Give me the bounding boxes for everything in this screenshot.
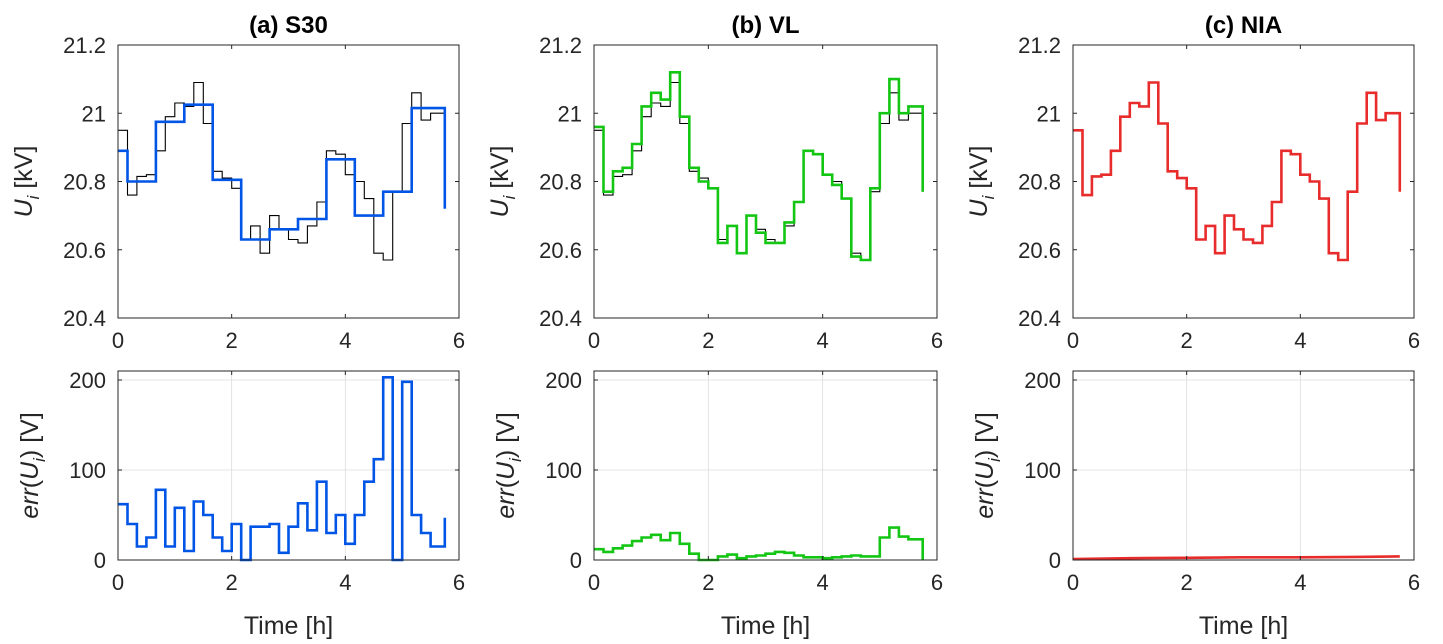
y-tick-label: 0 bbox=[94, 548, 106, 573]
y-tick-label: 200 bbox=[1024, 368, 1061, 393]
y-tick-label: 20.4 bbox=[63, 306, 106, 331]
panel-title: (c) NIA bbox=[1205, 12, 1282, 39]
x-tick-label: 6 bbox=[1408, 570, 1420, 595]
x-tick-label: 2 bbox=[1181, 328, 1193, 353]
y-tick-label: 21.2 bbox=[63, 33, 106, 58]
y-tick-label: 21.2 bbox=[539, 33, 582, 58]
x-tick-label: 6 bbox=[1408, 328, 1420, 353]
y-tick-label: 100 bbox=[545, 458, 582, 483]
series-line bbox=[594, 526, 924, 562]
y-tick-label: 20.8 bbox=[1018, 170, 1061, 195]
x-tick-label: 2 bbox=[1181, 570, 1193, 595]
x-tick-label: 0 bbox=[1067, 328, 1079, 353]
x-tick-label: 4 bbox=[817, 570, 829, 595]
x-axis-label: Time [h] bbox=[1199, 612, 1288, 640]
axes-frame bbox=[1072, 44, 1415, 319]
chart-panel-bottom-middle: 0 2 4 6 0 100 200 Time [h] err(Ui) [V] bbox=[492, 368, 943, 640]
y-tick-label: 20.6 bbox=[1018, 238, 1061, 263]
series-line bbox=[1072, 555, 1400, 561]
chart-panel-top-left: 0 2 4 6 20.4 20.6 20.8 21 21.2 (a) S30 Ui [kV] bbox=[10, 12, 465, 353]
panel-title: (b) VL bbox=[732, 12, 800, 39]
x-tick-label: 2 bbox=[702, 328, 714, 353]
x-tick-label: 4 bbox=[339, 328, 351, 353]
chart-panel-top-right: 0 2 4 6 20.4 20.6 20.8 21 21.2 (c) NIA Ui [kV] bbox=[965, 12, 1420, 353]
y-tick-label: 21 bbox=[1037, 101, 1061, 126]
x-tick-label: 6 bbox=[453, 570, 465, 595]
series-line bbox=[1073, 81, 1402, 262]
x-tick-label: 0 bbox=[112, 570, 124, 595]
x-tick-label: 0 bbox=[112, 328, 124, 353]
y-tick-label: 0 bbox=[1049, 548, 1061, 573]
y-axis-label: Ui [kV] bbox=[10, 146, 43, 218]
chart-panel-top-middle: 0 2 4 6 20.4 20.6 20.8 21 21.2 (b) VL Ui [kV] bbox=[486, 12, 943, 353]
x-tick-label: 0 bbox=[588, 570, 600, 595]
y-tick-label: 20.6 bbox=[539, 238, 582, 263]
x-axis-label: Time [h] bbox=[721, 612, 810, 640]
x-axis-label: Time [h] bbox=[244, 612, 333, 640]
axes-frame bbox=[593, 44, 938, 319]
y-tick-label: 100 bbox=[69, 458, 106, 483]
series-line bbox=[594, 71, 924, 262]
y-tick-label: 20.4 bbox=[539, 306, 582, 331]
axes-frame bbox=[117, 370, 460, 561]
axes-frame bbox=[1072, 370, 1415, 561]
y-tick-label: 20.8 bbox=[63, 170, 106, 195]
y-tick-label: 0 bbox=[570, 548, 582, 573]
y-tick-label: 21.2 bbox=[1018, 33, 1061, 58]
chart-panel-bottom-right: 0 2 4 6 0 100 200 Time [h] err(Ui) [V] bbox=[971, 368, 1420, 640]
y-tick-label: 20.8 bbox=[539, 170, 582, 195]
x-tick-label: 2 bbox=[226, 328, 238, 353]
x-tick-label: 6 bbox=[931, 328, 943, 353]
axes-frame bbox=[593, 370, 938, 561]
axes-frame bbox=[117, 44, 460, 319]
series-line bbox=[118, 103, 447, 241]
y-tick-label: 21 bbox=[558, 101, 582, 126]
y-axis-label: err(Ui) [V] bbox=[492, 412, 525, 519]
y-axis-label: err(Ui) [V] bbox=[971, 412, 1004, 519]
y-tick-label: 100 bbox=[1024, 458, 1061, 483]
y-tick-label: 20.6 bbox=[63, 238, 106, 263]
y-tick-label: 200 bbox=[545, 368, 582, 393]
x-tick-label: 6 bbox=[453, 328, 465, 353]
x-tick-label: 4 bbox=[1294, 328, 1306, 353]
reference-series-line bbox=[118, 81, 446, 261]
y-axis-label: err(Ui) [V] bbox=[16, 412, 49, 519]
x-tick-label: 0 bbox=[588, 328, 600, 353]
x-tick-label: 6 bbox=[931, 570, 943, 595]
x-tick-label: 4 bbox=[339, 570, 351, 595]
y-tick-label: 200 bbox=[69, 368, 106, 393]
y-tick-label: 21 bbox=[82, 101, 106, 126]
x-tick-label: 0 bbox=[1067, 570, 1079, 595]
chart-panel-bottom-left: 0 2 4 6 0 100 200 Time [h] err(Ui) [V] bbox=[16, 368, 465, 640]
y-axis-label: Ui [kV] bbox=[965, 146, 998, 218]
x-tick-label: 2 bbox=[702, 570, 714, 595]
panel-title: (a) S30 bbox=[249, 12, 328, 39]
y-tick-label: 20.4 bbox=[1018, 306, 1061, 331]
series-line bbox=[118, 376, 447, 562]
x-tick-label: 4 bbox=[817, 328, 829, 353]
x-tick-label: 4 bbox=[1294, 570, 1306, 595]
y-axis-label: Ui [kV] bbox=[486, 146, 519, 218]
x-tick-label: 2 bbox=[226, 570, 238, 595]
